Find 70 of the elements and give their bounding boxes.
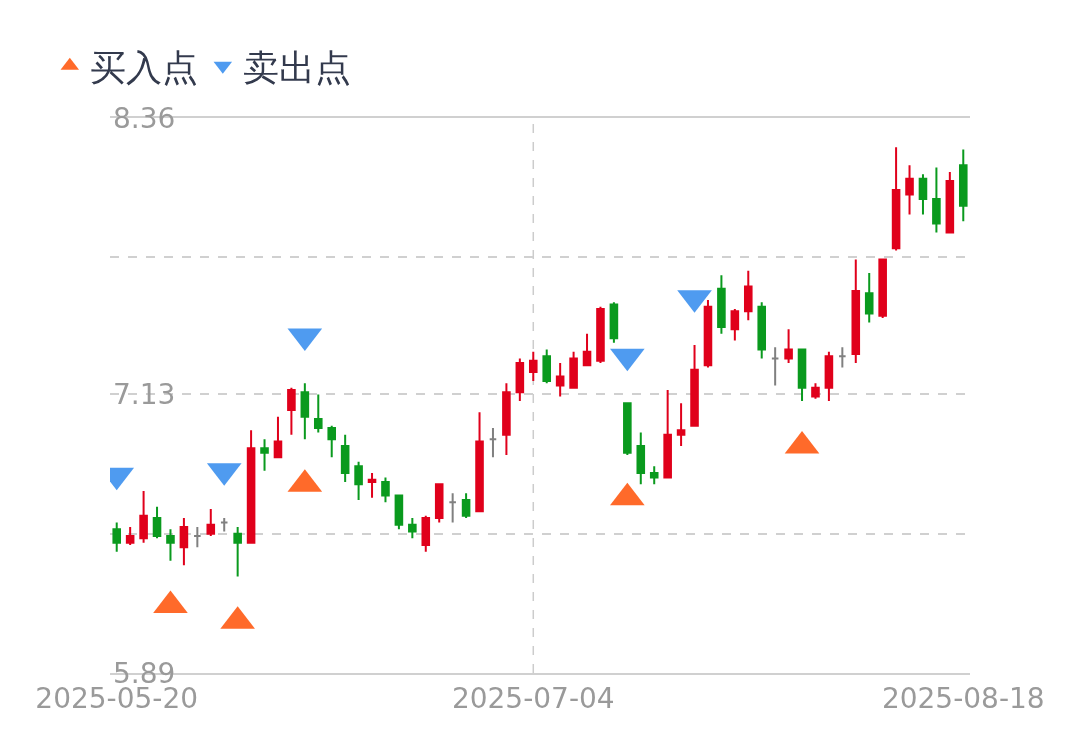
candlestick — [112, 521, 122, 553]
y-tick-label: 7.13 — [113, 378, 176, 412]
candlestick — [717, 274, 726, 335]
candlestick — [139, 490, 148, 544]
candlestick — [609, 301, 619, 344]
candlestick — [851, 258, 861, 364]
candlestick — [690, 343, 699, 427]
candlestick — [313, 393, 323, 434]
candlestick — [340, 433, 350, 484]
candlestick — [838, 346, 847, 369]
candlestick — [448, 492, 457, 524]
candlestick — [260, 438, 269, 472]
candlestick — [408, 516, 417, 540]
candlestick — [193, 525, 202, 549]
candlestick — [542, 348, 552, 385]
candlestick — [649, 465, 659, 486]
candlestick — [367, 472, 377, 499]
candlestick — [555, 361, 565, 398]
candlestick — [434, 483, 444, 524]
candlestick — [273, 415, 283, 459]
candlestick — [770, 346, 780, 387]
candlestick — [582, 332, 592, 367]
x-tick-label: 2025-07-04 — [451, 682, 615, 716]
candlestick — [461, 492, 471, 519]
candlestick — [475, 411, 484, 513]
candlestick — [757, 301, 767, 360]
candlestick — [730, 307, 740, 342]
candlestick — [797, 348, 807, 403]
candlestick — [488, 427, 498, 459]
candlestick — [932, 166, 941, 234]
candlestick — [864, 272, 874, 324]
candlestick — [125, 525, 135, 546]
candlestick — [166, 528, 175, 562]
candlestick — [945, 170, 955, 234]
candlestick — [233, 525, 242, 578]
candlestick — [958, 148, 968, 223]
candlestick — [179, 516, 189, 567]
candlestick — [623, 402, 632, 457]
candlestick — [703, 299, 713, 369]
candlestick — [300, 382, 310, 441]
candlestick — [206, 507, 216, 537]
candlestick — [354, 460, 363, 501]
candlestick — [811, 382, 820, 400]
candlestick — [287, 386, 296, 436]
candlestick — [502, 382, 511, 457]
candlestick — [891, 146, 901, 252]
legend-label: 卖出点 — [242, 46, 351, 88]
candlestick — [569, 350, 578, 389]
candlestick — [743, 269, 753, 322]
candlestick — [878, 258, 887, 319]
legend-label: 买入点 — [89, 46, 198, 88]
candlestick — [636, 431, 646, 486]
candlestick — [676, 402, 686, 448]
candlestick — [663, 388, 672, 479]
candlestick — [246, 429, 256, 544]
candlestick — [528, 350, 538, 382]
candlestick — [918, 173, 928, 216]
y-tick-label: 8.36 — [113, 101, 176, 135]
x-tick-label: 2025-08-18 — [881, 682, 1045, 716]
candlestick — [824, 350, 834, 403]
candlestick — [327, 424, 337, 459]
candlestick — [394, 494, 404, 531]
candlestick — [421, 514, 431, 553]
candlestick — [152, 505, 162, 540]
candlestick — [515, 357, 525, 403]
candlestick — [596, 305, 605, 364]
candlestick — [784, 328, 793, 364]
candlestick — [381, 476, 390, 504]
candlestick — [219, 516, 229, 533]
candlestick — [905, 164, 914, 216]
